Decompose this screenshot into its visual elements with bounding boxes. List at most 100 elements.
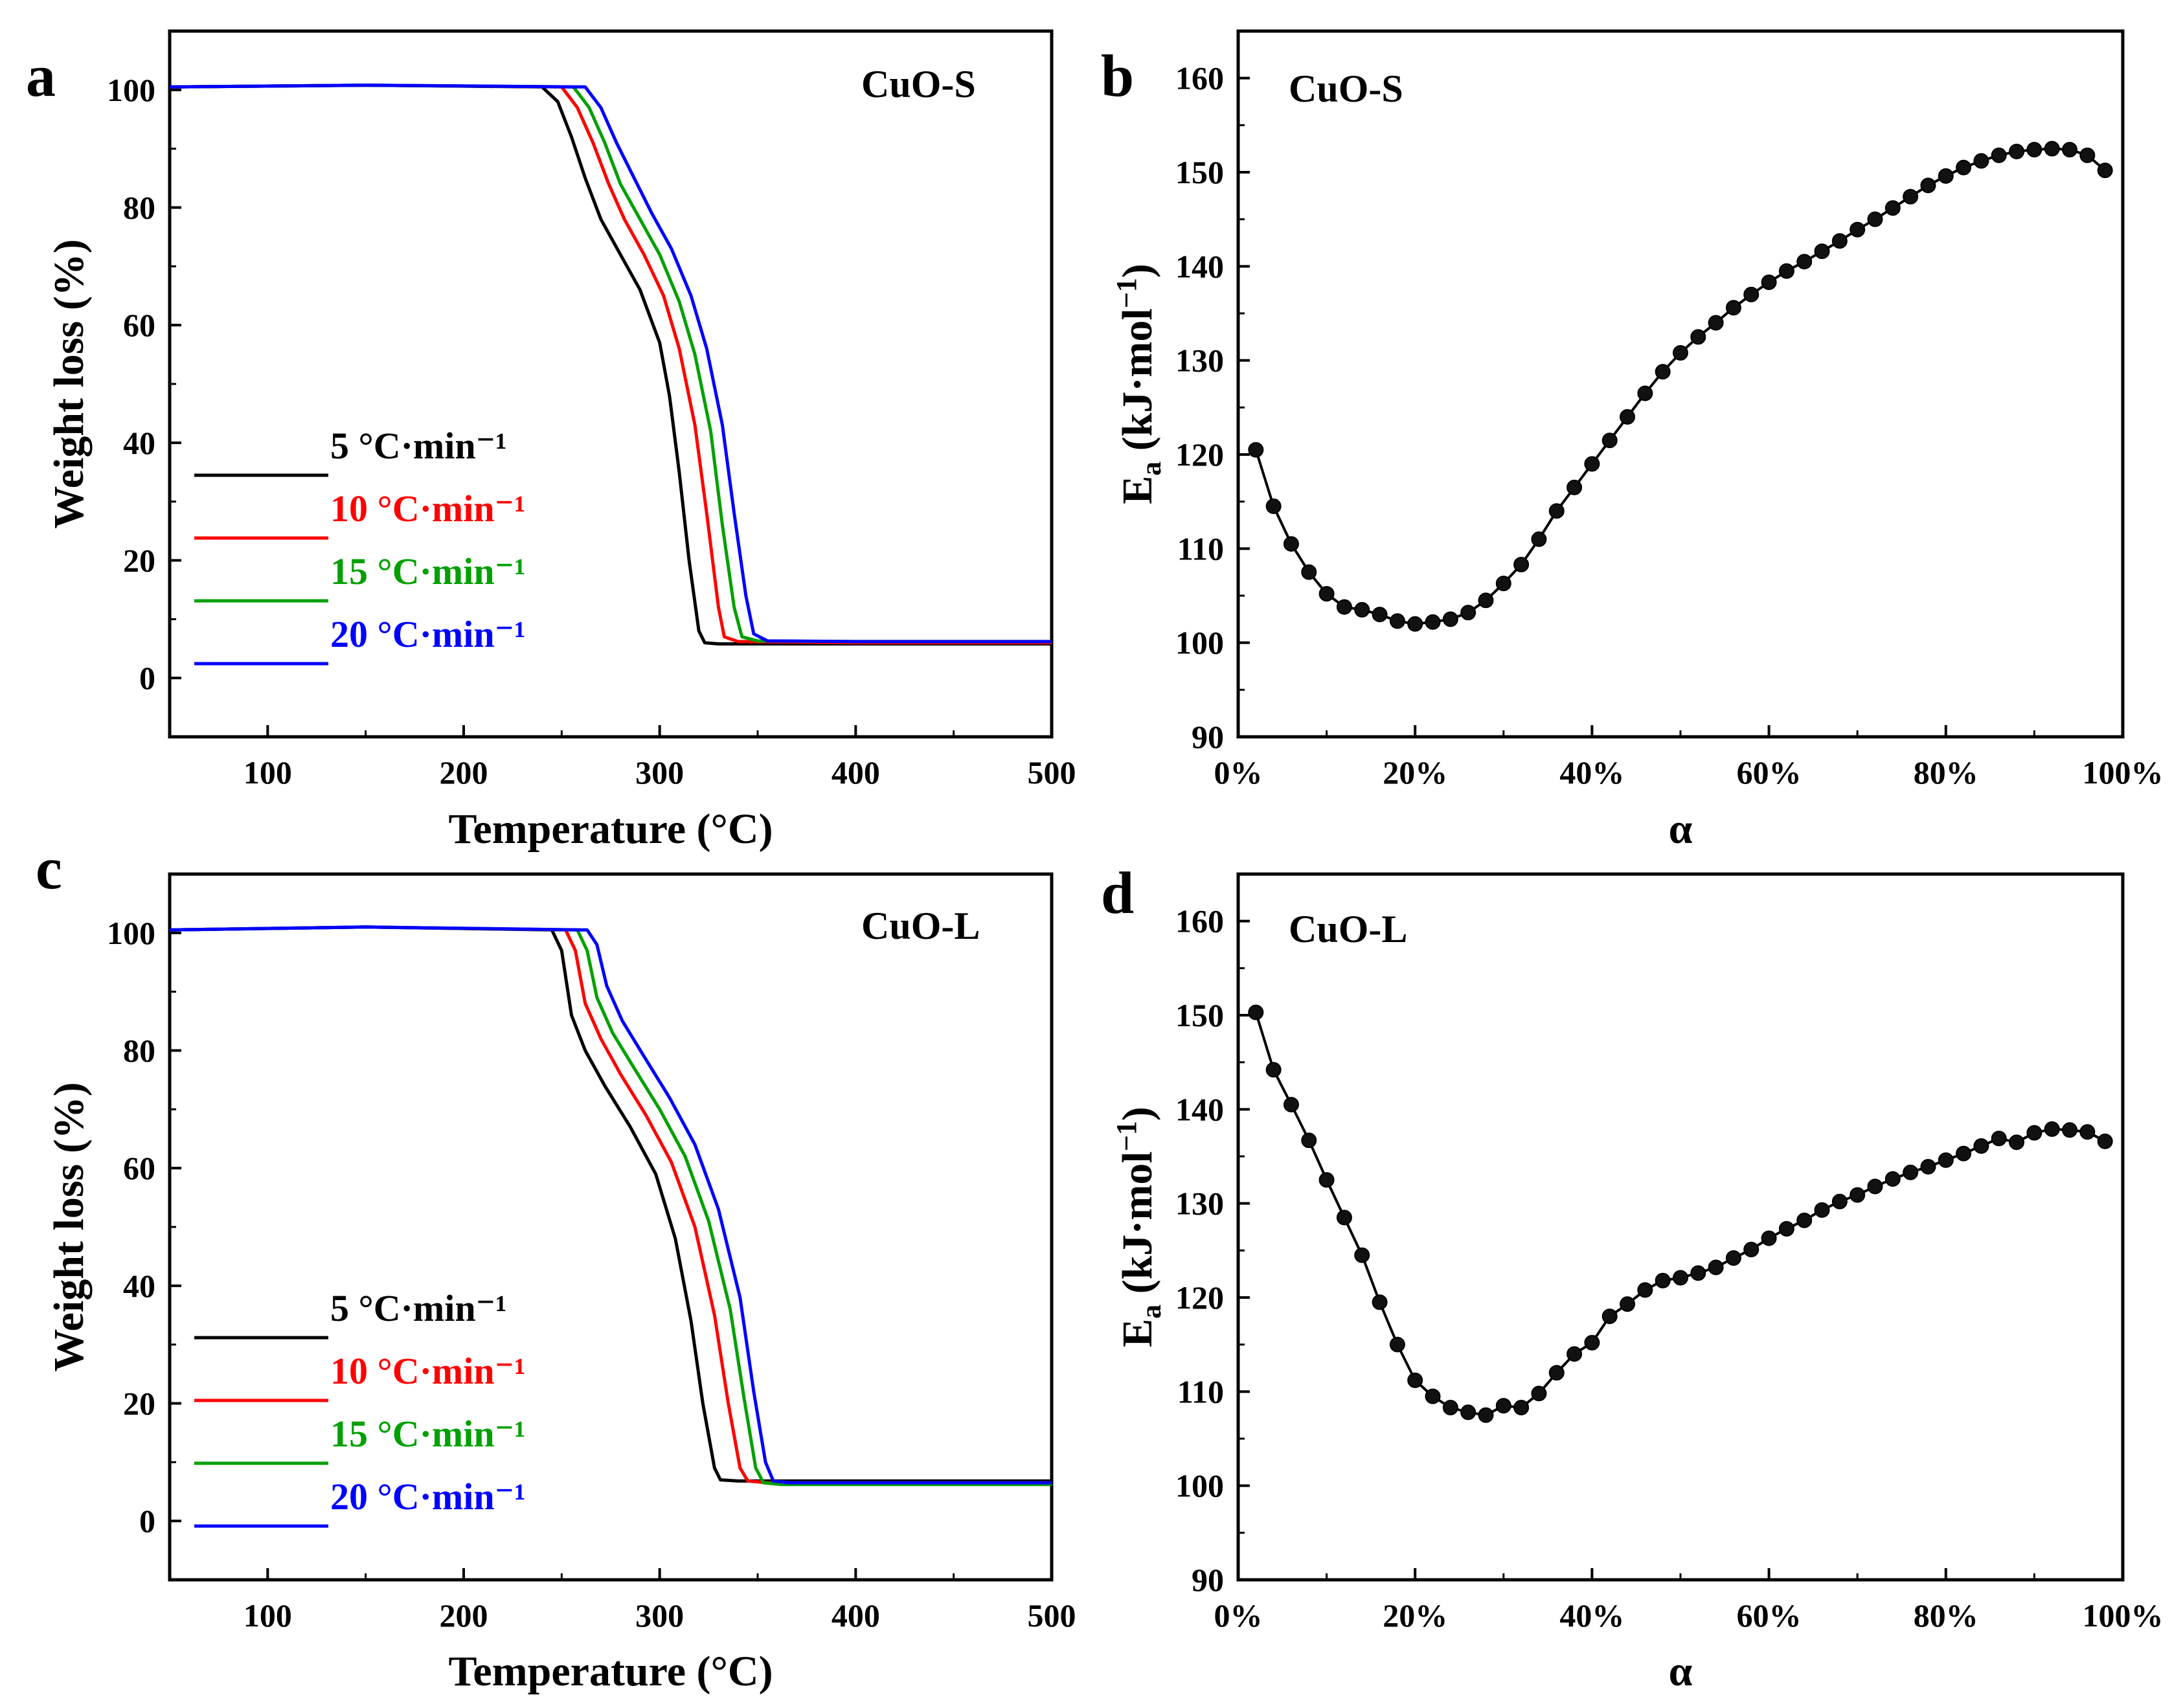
data-point <box>1318 1172 1335 1188</box>
data-point <box>1708 1259 1724 1275</box>
data-point <box>2062 1122 2078 1138</box>
data-point <box>1903 188 1919 205</box>
data-point <box>1495 1398 1511 1414</box>
x-tick-label: 200 <box>440 754 488 791</box>
y-tick-label: 0 <box>139 660 155 696</box>
x-tick-label: 0% <box>1214 1597 1263 1634</box>
data-point <box>1531 531 1547 547</box>
panel-a-title: CuO-S <box>861 63 976 106</box>
data-point <box>1690 329 1706 345</box>
data-point <box>1920 177 1936 194</box>
data-point <box>1973 1138 1989 1154</box>
data-point <box>1903 1164 1919 1180</box>
y-tick-label: 110 <box>1177 1373 1224 1410</box>
data-point <box>1620 409 1636 425</box>
data-point <box>1938 168 1954 184</box>
data-point <box>2026 142 2042 158</box>
data-point <box>1849 221 1866 238</box>
data-point <box>1548 503 1565 519</box>
data-point <box>1956 159 1972 175</box>
data-point <box>1567 479 1583 495</box>
panel-b-lines <box>1248 140 2113 632</box>
panel-d-frame <box>1236 872 2125 1582</box>
x-tick-label: 100% <box>2083 1597 2164 1634</box>
y-tick-label: 140 <box>1175 1091 1224 1127</box>
x-tick-label: 300 <box>635 754 684 791</box>
series-line-2 <box>169 84 1052 645</box>
data-point <box>1690 1265 1706 1281</box>
y-tick-label: 150 <box>1175 997 1224 1033</box>
data-point <box>1991 1130 2007 1147</box>
data-point <box>1831 1193 1848 1209</box>
data-point <box>2009 144 2025 160</box>
data-point <box>1265 498 1282 514</box>
data-point <box>1814 1202 1830 1218</box>
data-point <box>1796 1212 1813 1228</box>
legend-label-3: 15 °C·min⁻¹ <box>330 1413 526 1455</box>
data-point <box>1814 243 1830 260</box>
data-point <box>2097 1133 2113 1149</box>
y-tick-label: 100 <box>107 915 155 951</box>
x-tick-label: 200 <box>440 1597 488 1634</box>
panel-b-frame <box>1236 29 2125 739</box>
panel-b: b CuO-S 0% 20% 40% 60% 80% 100% 90 100 110 120 130… <box>1101 29 2164 853</box>
data-point <box>1301 1132 1317 1149</box>
panel-b-ticks: 0% 20% 40% 60% 80% 100% 90 100 110 120 130 140 150 16… <box>1175 60 2164 791</box>
data-point <box>2097 163 2113 179</box>
data-point <box>2079 147 2096 163</box>
x-tick-label: 60% <box>1737 754 1802 791</box>
data-point <box>2026 1125 2042 1141</box>
y-tick-label: 100 <box>1175 1468 1224 1504</box>
data-point <box>1867 211 1883 227</box>
y-tick-label: 130 <box>1175 343 1224 379</box>
data-point <box>1425 1388 1441 1404</box>
data-point <box>1318 586 1335 602</box>
data-point <box>1884 1171 1901 1187</box>
ea-line <box>1254 147 2106 625</box>
data-point <box>1407 616 1423 632</box>
data-point <box>1637 1282 1653 1298</box>
series-line-3 <box>169 925 1052 1487</box>
panel-d-lines <box>1248 1004 2113 1423</box>
data-point <box>2009 1134 2025 1151</box>
panel-c-frame <box>168 872 1054 1582</box>
data-point <box>1831 233 1848 249</box>
data-point <box>1442 611 1458 627</box>
data-point <box>2044 140 2060 157</box>
y-tick-label: 20 <box>123 1386 155 1422</box>
data-point <box>1548 1365 1565 1381</box>
panel-c-xlabel: Temperature (°C) <box>448 1648 773 1695</box>
data-point <box>1991 147 2007 163</box>
data-point <box>1884 200 1901 216</box>
data-point <box>1442 1400 1458 1416</box>
data-point <box>1725 300 1741 316</box>
data-point <box>1425 614 1441 630</box>
panel-a-frame <box>168 29 1054 739</box>
legend-label-2: 10 °C·min⁻¹ <box>330 1350 526 1392</box>
y-tick-label: 130 <box>1175 1185 1224 1222</box>
panel-a-xlabel: Temperature (°C) <box>448 805 773 853</box>
data-point <box>1673 1270 1688 1286</box>
data-point <box>1673 345 1688 361</box>
data-point <box>1460 605 1476 621</box>
data-point <box>1389 1336 1405 1353</box>
data-point <box>1637 385 1653 401</box>
data-point <box>1743 286 1759 302</box>
y-tick-label: 160 <box>1175 903 1224 939</box>
panel-d-title: CuO-L <box>1289 908 1407 950</box>
panel-a-letter: a <box>26 43 56 109</box>
series-line-1 <box>169 925 1052 1483</box>
data-point <box>1725 1250 1741 1266</box>
x-tick-label: 40% <box>1559 754 1624 791</box>
data-point <box>1283 536 1299 552</box>
panel-c-lines <box>169 925 1052 1487</box>
x-tick-label: 400 <box>831 754 880 791</box>
data-point <box>1849 1187 1866 1203</box>
data-point <box>1584 456 1600 472</box>
panel-a: a CuO-S 100 200 300 400 500 0 20 40 60 80 100 5 °C… <box>26 29 1076 853</box>
y-tick-label: 160 <box>1175 60 1224 96</box>
panel-c-letter: c <box>36 835 62 901</box>
panel-c: c CuO-L 100 200 300 400 500 0 20 40 60 80 100 5 °C… <box>36 835 1076 1695</box>
